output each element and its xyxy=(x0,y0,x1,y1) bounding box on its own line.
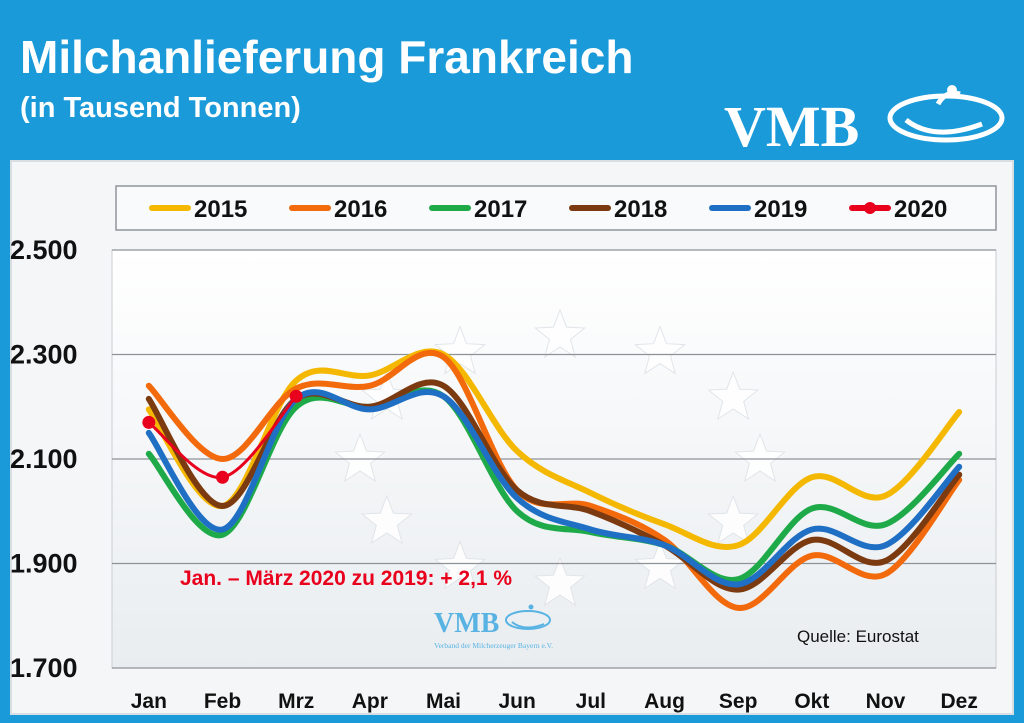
legend-label-2020: 2020 xyxy=(894,196,947,223)
series-line-2015 xyxy=(145,348,963,550)
eu-star-icon xyxy=(533,308,587,359)
change-annotation: Jan. – März 2020 zu 2019: + 2,1 % xyxy=(180,567,512,590)
y-tick-label: 2.100 xyxy=(10,444,78,474)
y-tick-label: 2.300 xyxy=(10,340,78,370)
x-tick-label: Jan xyxy=(131,690,167,713)
series-line-2019 xyxy=(145,388,963,588)
page-title: Milchanlieferung Frankreich xyxy=(20,31,634,83)
y-tick-label: 2.500 xyxy=(10,235,78,265)
data-point-2020 xyxy=(142,415,156,429)
watermark-caption: Verband der Milcherzeuger Bayern e.V. xyxy=(434,641,553,650)
legend-label-2019: 2019 xyxy=(754,196,807,223)
x-tick-label: Jun xyxy=(498,690,535,713)
eu-star-icon xyxy=(733,432,787,483)
legend-label-2018: 2018 xyxy=(614,196,667,223)
eu-star-icon xyxy=(633,539,687,590)
eu-star-icon xyxy=(333,432,387,483)
page-subtitle: (in Tausend Tonnen) xyxy=(20,92,301,124)
x-tick-label: Sep xyxy=(719,690,758,713)
x-tick-label: Mai xyxy=(426,690,461,713)
watermark-emblem-icon xyxy=(505,604,551,630)
legend-marker-2020 xyxy=(864,202,876,214)
eu-star-icon xyxy=(707,494,760,545)
x-tick-label: Mrz xyxy=(278,690,314,713)
vmb-logo-emblem-icon xyxy=(887,85,1005,143)
x-tick-label: Feb xyxy=(204,690,241,713)
data-point-2020 xyxy=(216,470,229,484)
y-tick-label: 1.700 xyxy=(10,653,78,683)
watermark-logo-text: VMB xyxy=(434,608,499,639)
legend-label-2015: 2015 xyxy=(194,196,247,223)
source-note: Quelle: Eurostat xyxy=(797,627,919,646)
vmb-logo: VMB xyxy=(724,85,1005,152)
y-tick-label: 1.900 xyxy=(10,549,78,579)
eu-star-icon xyxy=(707,370,760,421)
x-tick-label: Aug xyxy=(644,690,685,713)
eu-star-icon xyxy=(633,325,687,375)
eu-star-icon xyxy=(360,494,413,545)
watermark-logo: VMB Verband der Milcherzeuger Bayern e.V… xyxy=(434,604,553,650)
x-tick-label: Nov xyxy=(866,690,906,713)
x-tick-label: Apr xyxy=(352,690,388,713)
eu-star-icon xyxy=(433,325,487,375)
eu-star-icon xyxy=(533,556,587,607)
data-point-2020 xyxy=(289,389,303,403)
header-banner: Milchanlieferung Frankreich (in Tausend … xyxy=(0,0,1024,152)
eu-stars-watermark xyxy=(333,308,787,607)
eu-star-icon xyxy=(433,539,487,590)
x-tick-label: Jul xyxy=(576,690,606,713)
x-tick-label: Dez xyxy=(940,690,977,713)
legend-label-2017: 2017 xyxy=(474,196,527,223)
legend-label-2016: 2016 xyxy=(334,196,387,223)
x-tick-label: Okt xyxy=(794,690,829,713)
vmb-logo-text: VMB xyxy=(724,94,859,152)
